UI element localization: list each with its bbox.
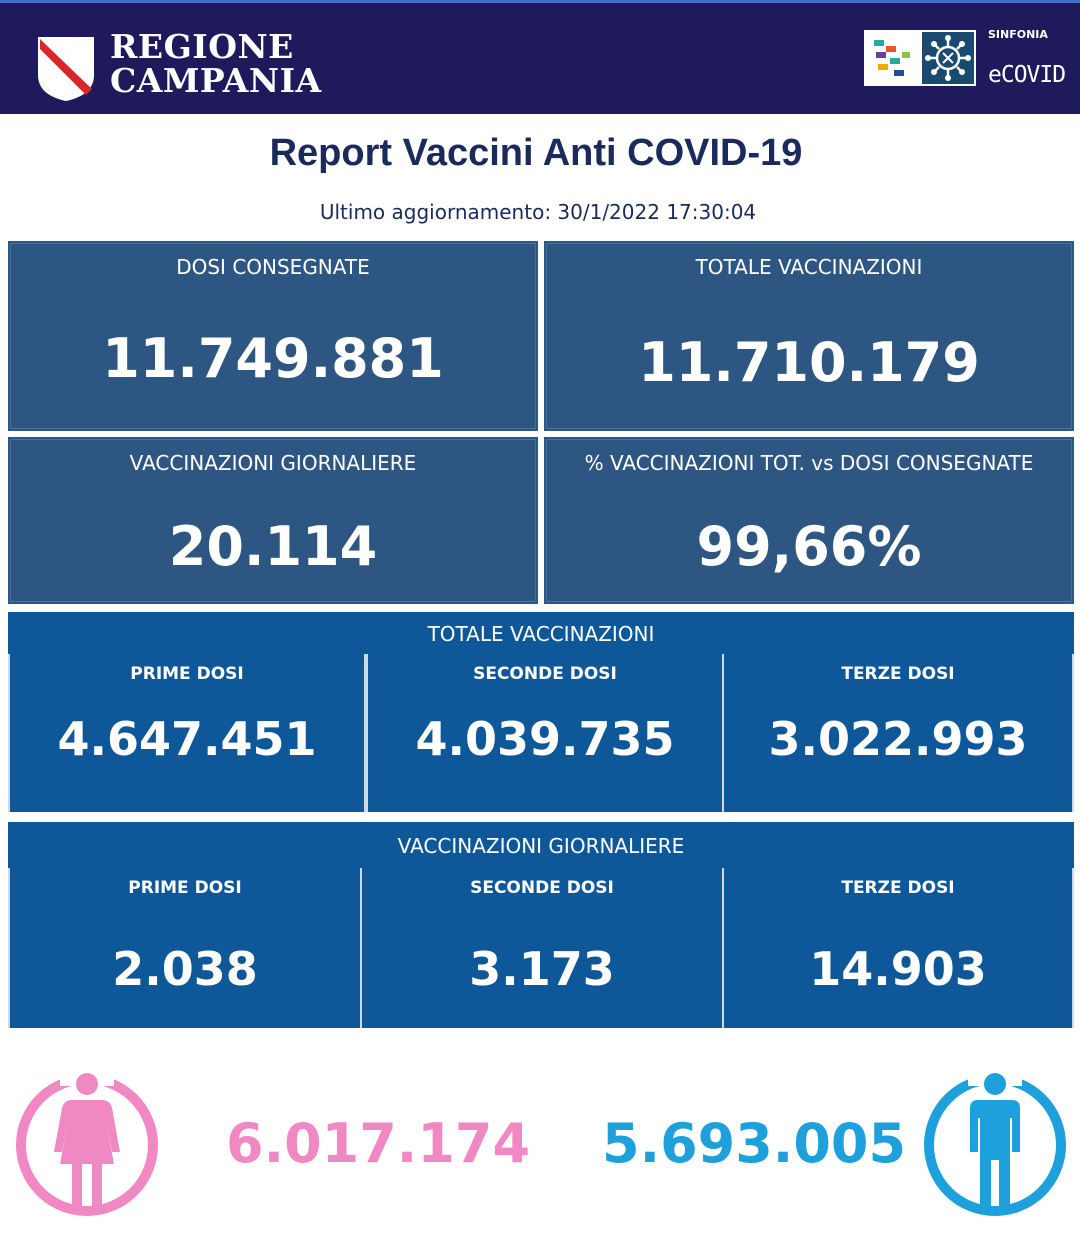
page-title: Report Vaccini Anti COVID-19 [269,132,803,174]
virus-icon [925,35,971,81]
last-updated: Ultimo aggiornamento: 30/1/2022 17:30:04 [319,200,757,224]
cell-totale-prime: PRIME DOSI 4.647.451 [8,654,366,812]
cell-value: 14.903 [809,942,987,996]
brand-name-line1: REGIONE [110,27,294,66]
female-icon [16,1072,158,1216]
section-totale-header: TOTALE VACCINAZIONI [8,612,1074,654]
section-title: VACCINAZIONI GIORNALIERE [397,834,685,858]
card-dosi-consegnate: DOSI CONSEGNATE 11.749.881 [8,241,538,431]
card-label: VACCINAZIONI GIORNALIERE [129,451,417,475]
male-count: 5.693.005 [602,1112,907,1175]
section-title: TOTALE VACCINAZIONI [427,622,655,646]
brand-name-line2: CAMPANIA [110,61,322,100]
card-value: 11.749.881 [102,327,444,390]
cell-giornaliere-prime: PRIME DOSI 2.038 [8,868,362,1028]
virus-logo [922,32,974,84]
cell-label: TERZE DOSI [841,878,955,898]
cell-giornaliere-seconde: SECONDE DOSI 3.173 [360,868,724,1028]
card-value: 20.114 [168,515,378,578]
card-label: TOTALE VACCINAZIONI [695,255,923,279]
card-value: 11.710.179 [638,331,980,394]
cell-value: 3.022.993 [768,712,1028,766]
ecovid-label: eCOVID [988,62,1066,88]
card-percentuale: % VACCINAZIONI TOT. vs DOSI CONSEGNATE 9… [544,437,1074,604]
female-count: 6.017.174 [226,1112,531,1175]
cell-value: 4.039.735 [415,712,675,766]
regione-campania-crest-icon [38,37,94,101]
card-label: % VACCINAZIONI TOT. vs DOSI CONSEGNATE [584,451,1034,475]
cell-giornaliere-terze: TERZE DOSI 14.903 [722,868,1074,1028]
male-icon [924,1072,1066,1216]
cell-value: 3.173 [469,942,615,996]
cell-label: SECONDE DOSI [470,878,614,898]
sinfonia-label: SINFONIA [988,28,1048,41]
cell-label: TERZE DOSI [841,664,955,684]
card-value: 99,66% [696,515,922,578]
sinfonia-squares-icon [874,40,910,76]
cell-totale-seconde: SECONDE DOSI 4.039.735 [366,654,724,812]
card-totale-vaccinazioni: TOTALE VACCINAZIONI 11.710.179 [544,241,1074,431]
cell-label: PRIME DOSI [128,878,242,898]
section-giornaliere-header: VACCINAZIONI GIORNALIERE [8,822,1074,868]
cell-totale-terze: TERZE DOSI 3.022.993 [722,654,1074,812]
cell-label: SECONDE DOSI [473,664,617,684]
card-label: DOSI CONSEGNATE [176,255,370,279]
cell-value: 4.647.451 [57,712,317,766]
cell-value: 2.038 [112,942,258,996]
card-vaccinazioni-giornaliere: VACCINAZIONI GIORNALIERE 20.114 [8,437,538,604]
cell-label: PRIME DOSI [130,664,244,684]
